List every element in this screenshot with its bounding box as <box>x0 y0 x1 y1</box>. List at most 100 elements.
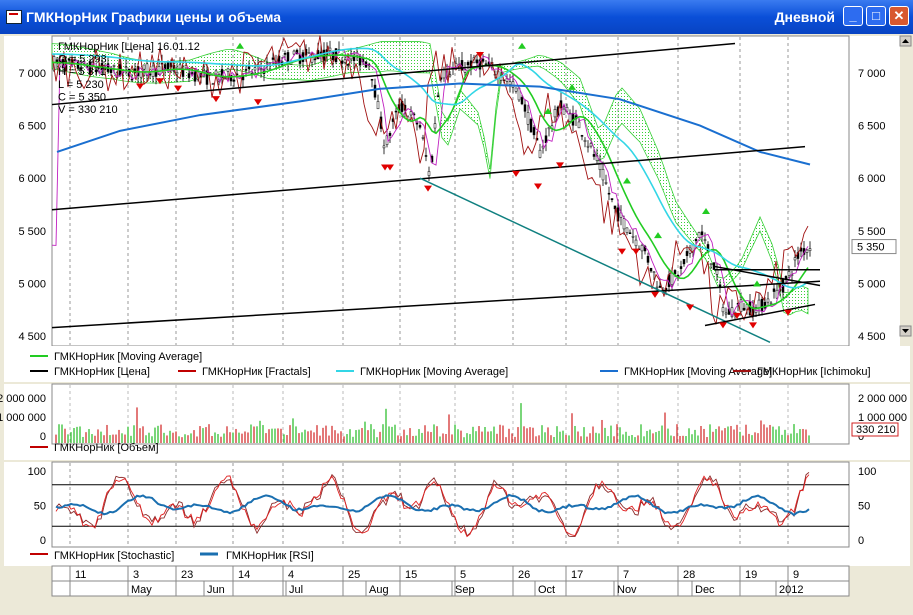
candle-body <box>553 109 557 118</box>
current-price-label: 5 350 <box>857 242 885 254</box>
time-axis-month: Sep <box>455 584 475 596</box>
minimize-button[interactable]: _ <box>843 6 863 26</box>
candle-body <box>739 299 743 312</box>
fractal-up-arrow-icon <box>702 207 710 214</box>
osc-y-tick-left: 0 <box>40 535 46 547</box>
osc-y-tick-left: 50 <box>34 501 46 513</box>
candle-body <box>682 259 686 265</box>
close-button[interactable]: ✕ <box>889 6 909 26</box>
candle-body <box>79 67 83 70</box>
moving-average-green <box>51 54 809 310</box>
trend-line[interactable] <box>51 280 821 329</box>
candle-body <box>604 182 608 184</box>
fractal-down-arrow-icon <box>534 183 542 190</box>
fractal-down-arrow-icon <box>733 312 741 319</box>
candle-body <box>247 66 251 69</box>
fractal-down-arrow-icon <box>212 96 220 103</box>
candle-body <box>484 63 488 65</box>
fractal-down-arrow-icon <box>136 83 144 90</box>
volume-plot-area[interactable] <box>51 383 850 445</box>
candle-body <box>145 63 149 76</box>
candle-body <box>466 62 470 66</box>
candle-body <box>808 248 812 252</box>
legend-item: ГМКНорНик [Цена] <box>54 366 150 378</box>
candle-body <box>634 239 638 247</box>
candle-body <box>622 218 626 230</box>
candle-body <box>409 111 413 116</box>
candle-body <box>607 192 611 195</box>
candle-body <box>562 108 566 115</box>
volume-y-tick-right: 2 000 000 <box>858 393 907 405</box>
candle-body <box>232 79 236 82</box>
scroll-up-arrow-icon <box>902 39 909 43</box>
candle-body <box>724 312 728 315</box>
time-axis-month: May <box>131 584 152 596</box>
current-price-box <box>851 239 897 255</box>
price-y-tick-right: 4 500 <box>858 331 886 343</box>
time-axis-day: 11 <box>75 569 86 581</box>
time-axis-day: 19 <box>745 569 757 581</box>
candle-body <box>433 123 437 129</box>
chart-app-icon[interactable] <box>6 10 22 24</box>
trend-line[interactable] <box>51 145 806 211</box>
candle-body <box>532 127 536 136</box>
timeframe-label[interactable]: Дневной <box>774 9 835 25</box>
fractal-up-arrow-icon <box>654 232 662 239</box>
time-axis-day: 26 <box>518 569 530 581</box>
price-scrollbar[interactable] <box>900 36 911 346</box>
stochastic-signal-line <box>55 472 810 537</box>
fractal-down-arrow-icon <box>719 322 727 329</box>
candle-body <box>625 227 629 233</box>
fractal-down-arrow-icon <box>686 304 694 311</box>
candle-body <box>601 169 605 181</box>
candle-body <box>730 307 734 318</box>
candle-body <box>259 68 263 71</box>
time-axis-day: 3 <box>133 569 139 581</box>
time-axis-month: 2012 <box>779 584 803 596</box>
candle-body <box>769 302 773 305</box>
candle-body <box>67 58 71 61</box>
fractal-down-arrow-icon <box>784 309 792 316</box>
ichimoku-line <box>51 35 809 325</box>
candle-body <box>805 249 809 253</box>
candle-body <box>292 50 296 55</box>
volume-y-tick-right: 1 000 000 <box>858 412 907 424</box>
price-y-tick-right: 6 000 <box>858 173 886 185</box>
candle-body <box>610 198 614 200</box>
candle-body <box>766 298 770 303</box>
candle-body <box>340 60 344 64</box>
candle-body <box>427 171 431 176</box>
fractal-down-arrow-icon <box>386 164 394 171</box>
price-plot-area[interactable] <box>51 35 850 347</box>
volume-y-tick-left: 1 000 000 <box>0 412 46 424</box>
candle-body <box>346 64 350 66</box>
moving-average-blue <box>56 82 811 166</box>
current-volume-box <box>851 422 899 437</box>
candle-body <box>478 59 482 70</box>
trend-line[interactable] <box>714 265 821 287</box>
candle-body <box>382 145 386 149</box>
candle-body <box>544 135 548 144</box>
fractal-down-arrow-icon <box>618 248 626 255</box>
candle-body <box>394 110 398 113</box>
candle-body <box>658 285 662 288</box>
stochastic-line <box>55 474 810 538</box>
candle-body <box>652 271 656 273</box>
time-axis-day: 4 <box>288 569 294 581</box>
osc-y-tick-left: 100 <box>28 466 46 478</box>
candle-body <box>640 244 644 252</box>
trend-line[interactable] <box>704 303 816 327</box>
time-axis-month: Oct <box>538 584 555 596</box>
candle-body <box>358 55 362 66</box>
ohlc-line: H = 5 371 <box>58 66 106 78</box>
price-y-tick-right: 5 500 <box>858 226 886 238</box>
trend-line[interactable] <box>419 177 771 343</box>
fractal-up-arrow-icon <box>623 177 631 184</box>
candle-body <box>763 301 767 309</box>
time-axis-month: Nov <box>617 584 637 596</box>
trend-line[interactable] <box>51 42 736 106</box>
osc-y-tick-right: 50 <box>858 501 870 513</box>
candle-body <box>628 232 632 234</box>
candle-body <box>793 257 797 261</box>
maximize-button[interactable]: □ <box>866 6 886 26</box>
